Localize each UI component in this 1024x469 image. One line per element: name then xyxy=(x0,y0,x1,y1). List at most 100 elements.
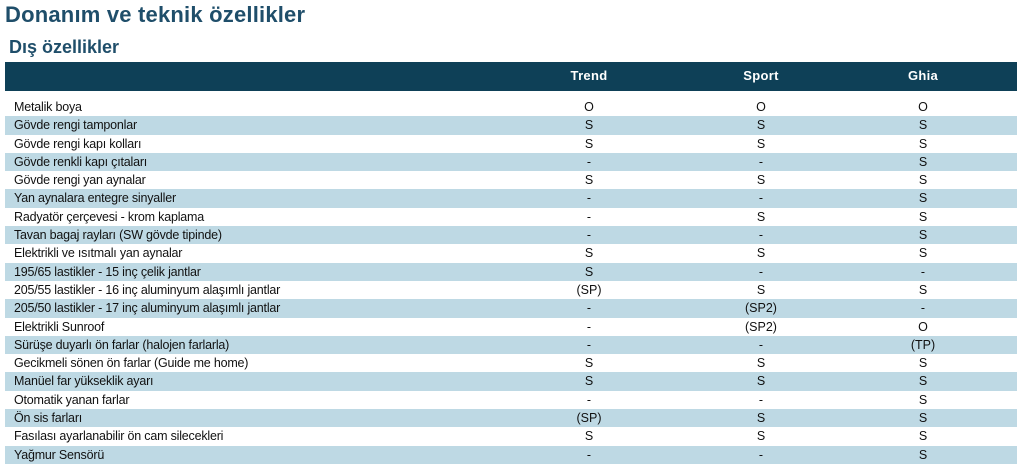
section-title: Dış özellikler xyxy=(9,37,120,57)
ghia-value: S xyxy=(918,356,928,371)
table-row: Elektrikli Sunroof - (SP2) O xyxy=(5,318,1017,336)
table-row: Sürüşe duyarlı ön farlar (halojen farlar… xyxy=(5,335,1017,355)
trend-value: - xyxy=(586,209,592,224)
trend-value: O xyxy=(584,100,594,114)
ghia-value: S xyxy=(918,209,928,224)
feature-label: Radyatör çerçevesi - krom kaplama xyxy=(14,209,204,224)
feature-label: 195/65 lastikler - 15 inç çelik jantlar xyxy=(14,264,201,279)
table-row: 205/55 lastikler - 16 inç aluminyum alaş… xyxy=(5,281,1017,299)
ghia-value: S xyxy=(918,282,928,297)
ghia-value: S xyxy=(918,246,928,261)
feature-label: Gövde rengi kapı kolları xyxy=(14,136,142,151)
table-header: Trend Sport Ghia xyxy=(5,62,1017,91)
sport-value: S xyxy=(756,118,766,133)
sport-value: O xyxy=(756,100,766,114)
trend-value: S xyxy=(584,173,594,188)
sport-value: (SP2) xyxy=(745,301,777,316)
table-row: Radyatör çerçevesi - krom kaplama - S S xyxy=(5,208,1017,226)
sport-value: (SP2) xyxy=(745,319,777,334)
sport-value: S xyxy=(756,209,766,224)
ghia-value: S xyxy=(918,173,928,188)
ghia-value: O xyxy=(918,100,928,114)
table-row: Otomatik yanan farlar - - S xyxy=(5,391,1017,409)
trend-value: S xyxy=(584,356,594,371)
ghia-value: S xyxy=(918,154,928,169)
trend-value: - xyxy=(586,228,592,243)
ghia-value: S xyxy=(918,392,928,407)
feature-label: Manüel far yükseklik ayarı xyxy=(14,374,154,389)
table-row: Yağmur Sensörü - - S xyxy=(5,445,1017,464)
column-header-sport: Sport xyxy=(743,68,779,83)
feature-label: 205/50 lastikler - 17 inç aluminyum alaş… xyxy=(14,301,281,316)
ghia-value: S xyxy=(918,411,928,426)
features-table: Trend Sport Ghia Metalik boya O O O Gövd… xyxy=(5,62,1017,464)
table-row: Gövde rengi kapı kolları S S S xyxy=(5,135,1017,153)
sport-value: S xyxy=(756,282,766,297)
ghia-value: S xyxy=(918,118,928,133)
feature-label: Yağmur Sensörü xyxy=(14,447,105,462)
trend-value: (SP) xyxy=(576,282,602,297)
trend-value: - xyxy=(586,191,592,206)
feature-label: Ön sis farları xyxy=(14,411,83,426)
trend-value: - xyxy=(586,447,592,462)
table-row: Ön sis farları (SP) S S xyxy=(5,409,1017,428)
trend-value: - xyxy=(586,319,592,334)
table-row: Fasılası ayarlanabilir ön cam silecekler… xyxy=(5,427,1017,445)
feature-label: Elektrikli ve ısıtmalı yan aynalar xyxy=(14,246,183,261)
trend-value: S xyxy=(584,374,594,389)
ghia-value: S xyxy=(918,136,928,151)
sport-value: S xyxy=(756,429,766,444)
column-header-trend: Trend xyxy=(570,68,608,83)
feature-label: 205/55 lastikler - 16 inç aluminyum alaş… xyxy=(14,282,281,297)
table-row: Elektrikli ve ısıtmalı yan aynalar S S S xyxy=(5,244,1017,262)
ghia-value: S xyxy=(918,429,928,444)
trend-value: - xyxy=(586,154,592,169)
feature-label: Otomatik yanan farlar xyxy=(14,392,130,407)
trend-value: - xyxy=(586,337,592,352)
feature-label: Gövde renkli kapı çıtaları xyxy=(14,154,148,169)
ghia-value: S xyxy=(918,374,928,389)
sport-value: S xyxy=(756,173,766,188)
feature-label: Tavan bagaj rayları (SW gövde tipinde) xyxy=(14,228,222,243)
ghia-value: S xyxy=(918,447,928,462)
ghia-value: - xyxy=(920,301,926,316)
sport-value: - xyxy=(758,392,764,407)
sport-value: - xyxy=(758,264,764,279)
trend-value: - xyxy=(586,301,592,316)
table-row: Gövde rengi yan aynalar S S S xyxy=(5,171,1017,189)
sport-value: S xyxy=(756,411,766,426)
feature-label: Elektrikli Sunroof xyxy=(14,319,105,334)
page-title: Donanım ve teknik özellikler xyxy=(5,2,306,27)
trend-value: S xyxy=(584,429,594,444)
ghia-value: O xyxy=(918,319,928,334)
trend-value: (SP) xyxy=(576,411,602,426)
feature-label: Fasılası ayarlanabilir ön cam silecekler… xyxy=(14,429,224,444)
sport-value: S xyxy=(756,374,766,389)
table-row: Manüel far yükseklik ayarı S S S xyxy=(5,372,1017,391)
trend-value: S xyxy=(584,246,594,261)
sport-value: - xyxy=(758,228,764,243)
trend-value: S xyxy=(584,118,594,133)
sport-value: S xyxy=(756,136,766,151)
sport-value: S xyxy=(756,356,766,371)
trend-value: S xyxy=(584,264,594,279)
sport-value: - xyxy=(758,447,764,462)
column-header-ghia: Ghia xyxy=(907,68,939,83)
table-row: 195/65 lastikler - 15 inç çelik jantlar … xyxy=(5,262,1017,281)
sport-value: - xyxy=(758,154,764,169)
trend-value: - xyxy=(586,392,592,407)
table-row: 205/50 lastikler - 17 inç aluminyum alaş… xyxy=(5,299,1017,318)
feature-label: Yan aynalara entegre sinyaller xyxy=(14,191,176,206)
table-row: Metalik boya O O O xyxy=(5,98,1017,116)
sport-value: - xyxy=(758,337,764,352)
feature-label: Metalik boya xyxy=(14,100,82,114)
ghia-value: S xyxy=(918,228,928,243)
feature-label: Gövde rengi tamponlar xyxy=(14,118,137,133)
ghia-value: (TP) xyxy=(910,337,936,352)
header-spacer xyxy=(5,91,1017,98)
ghia-value: - xyxy=(920,264,926,279)
feature-label: Gövde rengi yan aynalar xyxy=(14,173,146,188)
table-row: Tavan bagaj rayları (SW gövde tipinde) -… xyxy=(5,226,1017,245)
trend-value: S xyxy=(584,136,594,151)
table-row: Gövde rengi tamponlar S S S xyxy=(5,116,1017,135)
